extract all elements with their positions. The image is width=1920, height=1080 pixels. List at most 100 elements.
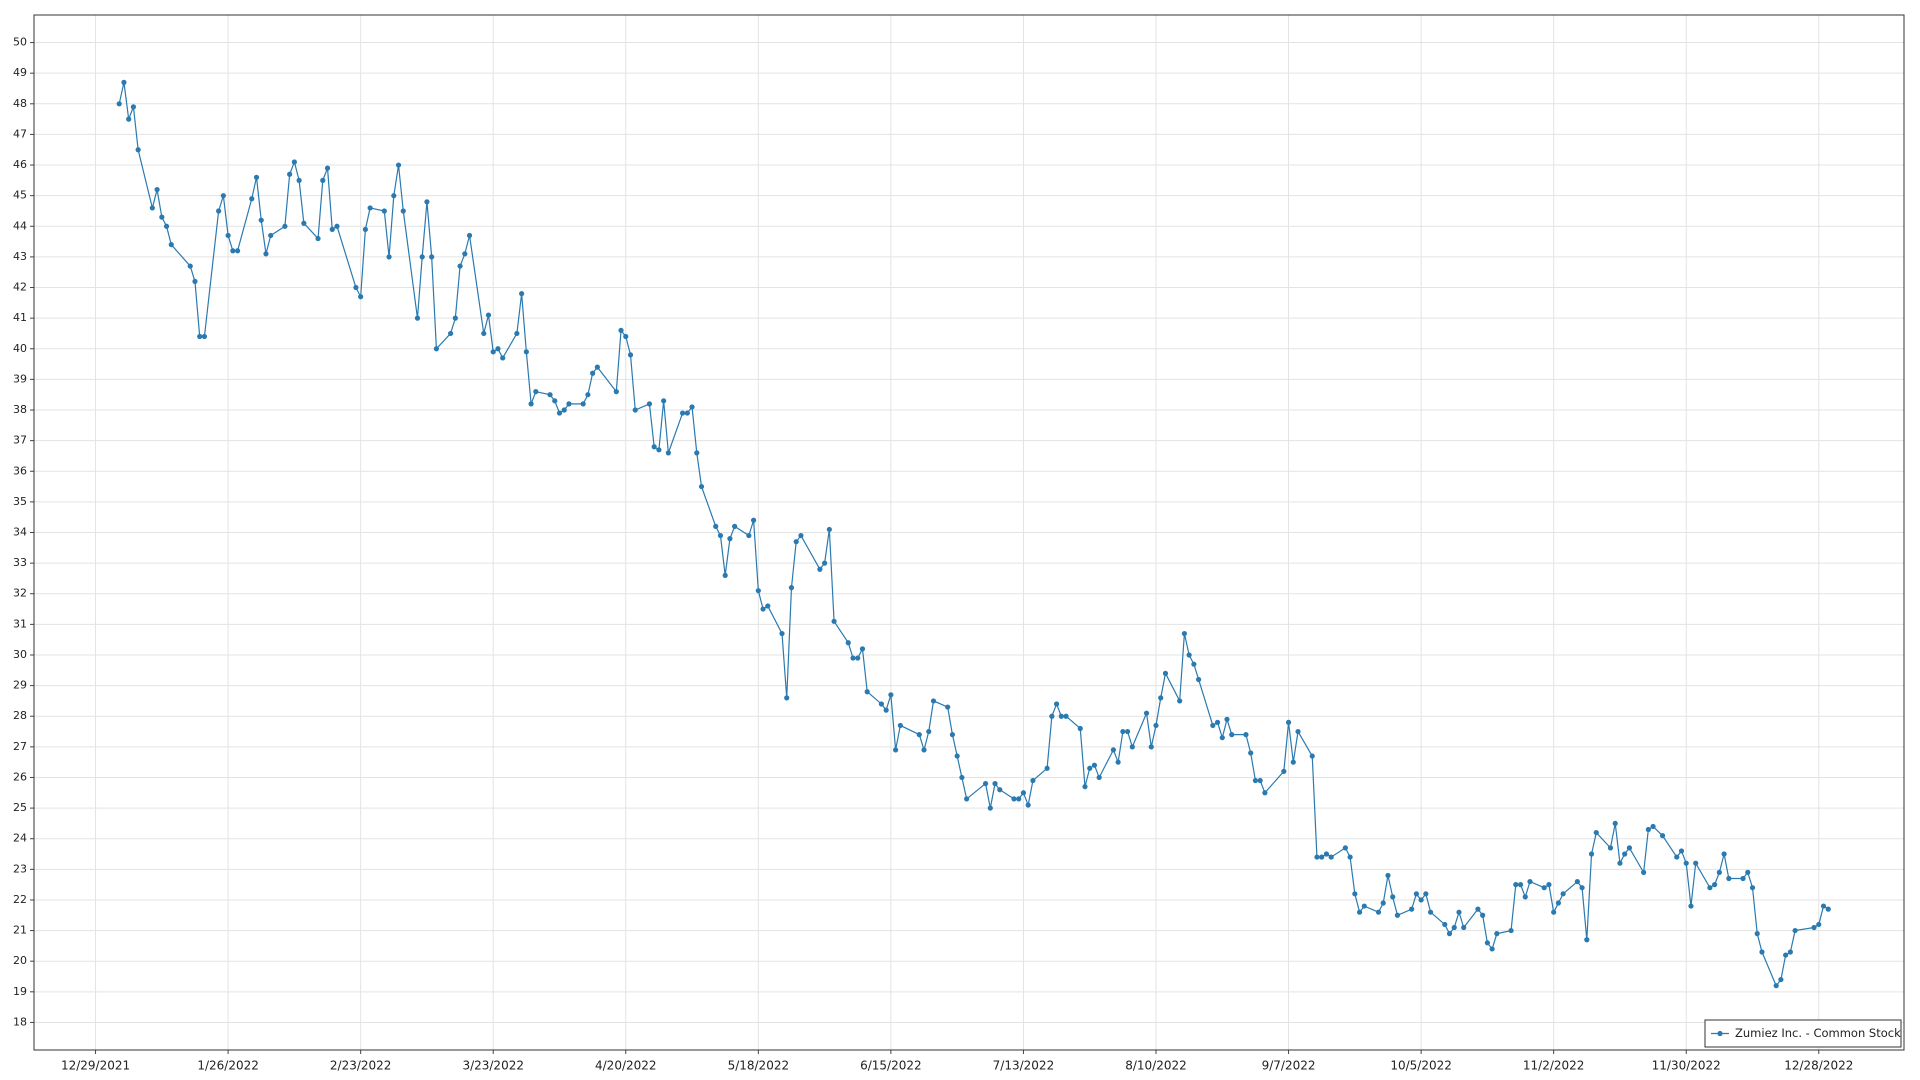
data-point [1593,829,1599,836]
data-point [225,232,231,239]
data-point [826,526,832,533]
data-point [135,147,141,153]
data-point [788,585,795,591]
data-point [234,248,241,254]
data-point [1314,854,1320,860]
data-point [793,539,799,545]
data-point [765,603,771,609]
data-point [732,523,738,529]
data-point [713,523,719,529]
data-point [760,606,766,612]
data-point [1262,790,1268,796]
data-point [883,707,889,713]
data-point [1082,784,1088,790]
data-point [168,242,174,248]
data-point [1489,946,1495,952]
data-point [216,208,222,214]
y-tick-label: 22 [13,893,27,906]
y-tick-label: 39 [13,372,27,385]
data-point [1527,878,1533,885]
y-tick-label: 24 [13,832,27,845]
x-tick-label: 8/10/2022 [1125,1059,1187,1073]
data-point [1726,875,1732,882]
data-point [116,101,122,107]
data-point [1148,744,1154,750]
data-point [201,333,208,340]
data-point [448,330,454,337]
series-line [118,82,1829,987]
data-point [1328,854,1334,860]
x-tick-label: 6/15/2022 [860,1059,922,1073]
data-point [613,389,619,395]
data-point [1494,931,1500,937]
data-point [433,346,440,352]
data-point [1129,744,1135,750]
y-tick-label: 37 [13,434,27,447]
data-point [1143,710,1150,716]
data-point [1480,912,1486,918]
y-tick-label: 45 [13,189,27,202]
data-point [1347,854,1353,860]
data-point [822,560,828,566]
data-point [329,226,335,232]
data-point [121,79,127,85]
data-point [954,753,960,759]
data-point [187,263,193,269]
data-point [1177,698,1183,704]
data-point [324,165,331,171]
y-tick-label: 23 [13,862,27,875]
y-tick-label: 18 [13,1015,27,1028]
data-point [987,805,993,811]
data-point [916,732,922,738]
y-tick-label: 41 [13,311,27,324]
data-point [1446,931,1453,937]
y-tick-label: 40 [13,342,27,355]
data-point [514,330,520,337]
data-point [533,389,539,395]
data-point [552,398,558,404]
data-point [580,401,586,407]
y-tick-label: 38 [13,403,27,416]
data-point [362,226,368,232]
data-point [334,223,340,229]
data-point [864,689,870,695]
data-point [632,407,638,413]
data-point [154,186,160,193]
data-point [457,263,463,269]
x-tick-label: 12/29/2021 [61,1059,130,1073]
data-point [249,196,255,202]
data-point [665,450,671,456]
data-point [1423,891,1429,897]
data-point [1162,670,1169,676]
data-point [301,220,307,226]
data-point [1186,652,1192,658]
y-tick-label: 33 [13,556,27,569]
data-point [1020,790,1027,796]
data-point [1712,882,1718,888]
data-point [1607,845,1614,851]
data-point [684,410,690,416]
data-point [618,327,624,333]
data-point [779,630,785,637]
data-point [698,483,705,490]
data-point [1641,869,1647,875]
data-point [627,352,634,358]
data-point [495,346,501,352]
y-tick-label: 30 [13,648,27,661]
data-point [1555,900,1562,906]
data-point [1385,872,1391,879]
data-point [315,235,321,242]
data-point [291,159,297,165]
data-point [1778,976,1784,983]
data-point [1115,759,1121,765]
data-point [163,223,170,229]
data-point [1053,701,1060,707]
x-tick-label: 11/30/2022 [1652,1059,1721,1073]
data-point [287,171,293,177]
data-point [1442,921,1448,928]
data-point [1820,903,1827,909]
data-point [353,284,359,291]
data-point [997,787,1003,793]
data-point [1219,735,1225,741]
data-point [1825,906,1831,912]
